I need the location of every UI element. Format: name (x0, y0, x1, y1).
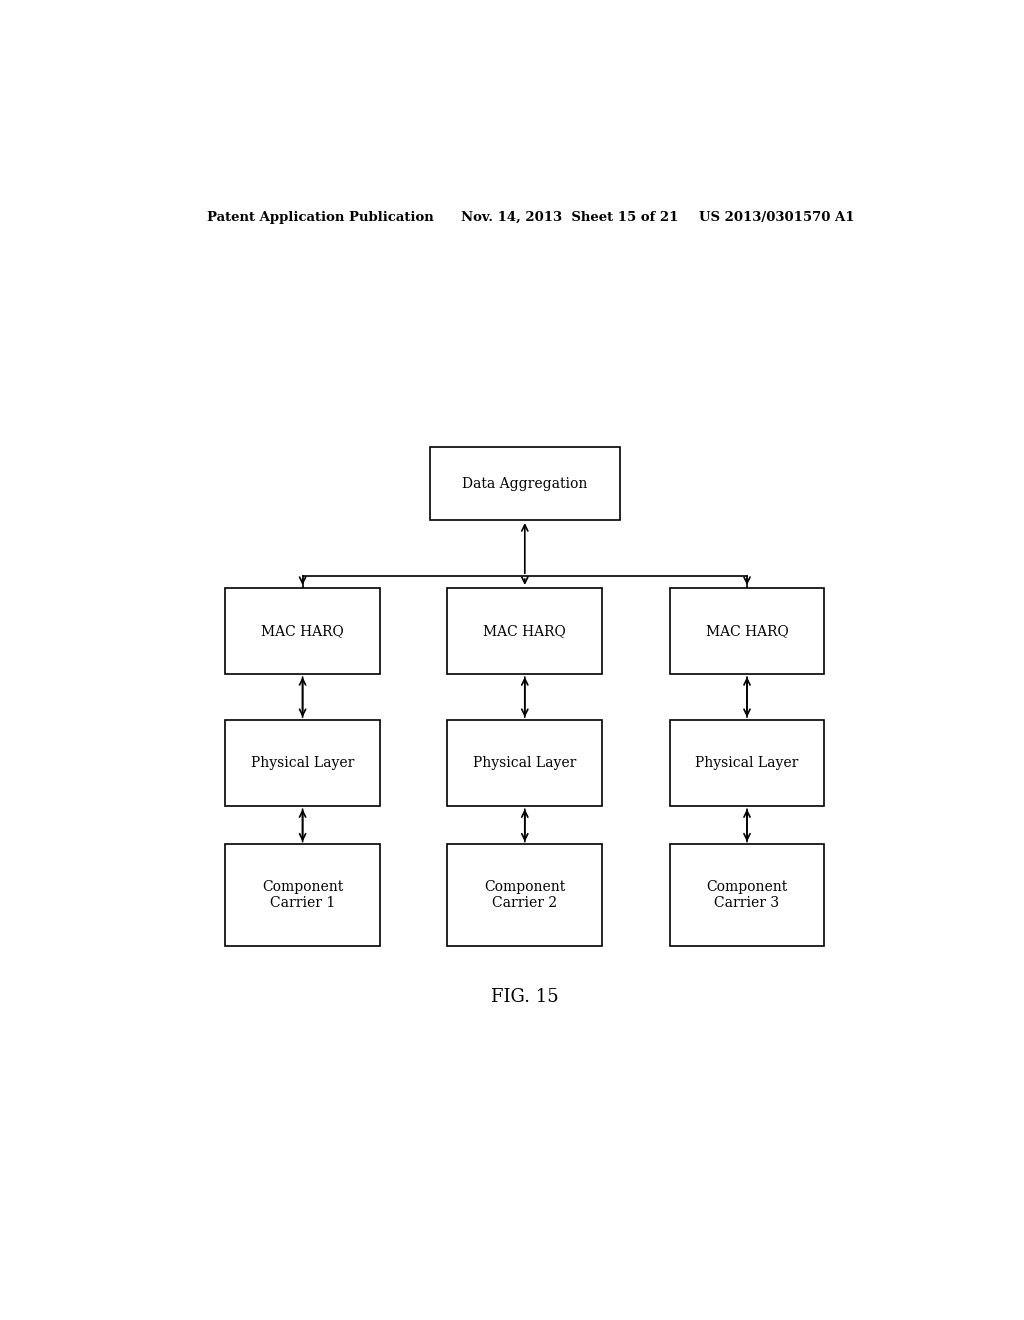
Text: Nov. 14, 2013  Sheet 15 of 21: Nov. 14, 2013 Sheet 15 of 21 (461, 211, 679, 224)
Text: MAC HARQ: MAC HARQ (483, 624, 566, 638)
Text: MAC HARQ: MAC HARQ (706, 624, 788, 638)
Text: Component
Carrier 1: Component Carrier 1 (262, 880, 343, 911)
Text: Physical Layer: Physical Layer (251, 756, 354, 770)
Bar (447, 845, 602, 946)
Bar (670, 719, 824, 807)
Bar (225, 587, 380, 675)
Text: Component
Carrier 3: Component Carrier 3 (707, 880, 787, 911)
Text: Physical Layer: Physical Layer (473, 756, 577, 770)
Bar (447, 587, 602, 675)
Text: US 2013/0301570 A1: US 2013/0301570 A1 (699, 211, 855, 224)
Bar (447, 719, 602, 807)
Text: Patent Application Publication: Patent Application Publication (207, 211, 434, 224)
Bar (225, 719, 380, 807)
Text: Physical Layer: Physical Layer (695, 756, 799, 770)
Bar (670, 845, 824, 946)
Bar (670, 587, 824, 675)
Bar (430, 447, 621, 520)
Bar (225, 845, 380, 946)
Text: FIG. 15: FIG. 15 (490, 987, 559, 1006)
Text: Data Aggregation: Data Aggregation (462, 477, 588, 491)
Text: Component
Carrier 2: Component Carrier 2 (484, 880, 565, 911)
Text: MAC HARQ: MAC HARQ (261, 624, 344, 638)
